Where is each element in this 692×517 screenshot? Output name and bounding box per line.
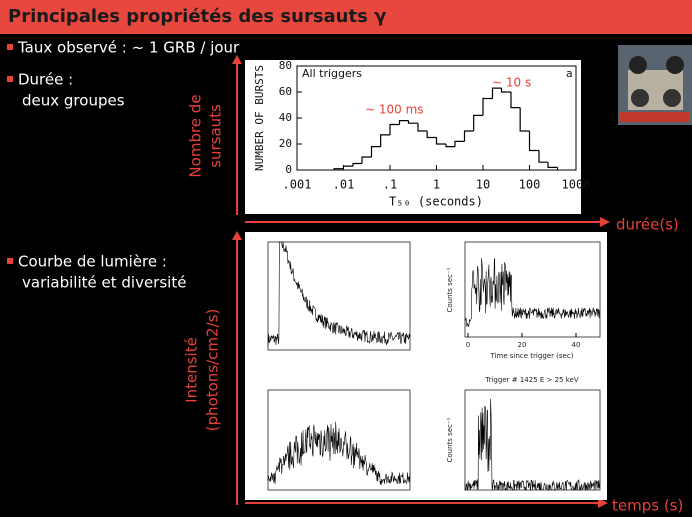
histogram-step [342, 165, 353, 169]
histogram-step [435, 137, 446, 145]
lc-frame [267, 241, 411, 351]
histogram-step [426, 131, 437, 139]
bullet-marker [7, 44, 13, 50]
lc-xlabel: Time since trigger (sec) [490, 352, 574, 360]
intensity-label: Intensité [183, 337, 201, 403]
duration-label: durée(s) [616, 216, 679, 234]
lc-curve [464, 398, 601, 492]
histogram-step [528, 131, 539, 152]
x-tick-label: 10 [476, 178, 490, 192]
count-label: Nombre de [187, 94, 205, 177]
x-tick-label: 1 [433, 178, 440, 192]
lc-frame [464, 241, 601, 338]
x-tick-label: .01 [333, 178, 355, 192]
y-axis-label: NUMBER OF BURSTS [253, 65, 266, 171]
lc-ylabel: Counts sec⁻¹ [446, 417, 454, 462]
bullet-text: Courbe de lumière : [18, 253, 167, 271]
count-label: sursauts [207, 104, 225, 168]
histogram-step [463, 130, 474, 142]
lc-tick-label: 0 [466, 341, 470, 349]
lc-ylabel: Counts sec⁻¹ [446, 267, 454, 312]
lc-tick-label: 40 [572, 341, 581, 349]
time-label: temps (s) [612, 497, 683, 515]
lightcurve-panel [245, 232, 607, 500]
y-tick-label: 60 [279, 85, 292, 98]
histogram-step [445, 144, 456, 148]
histogram-step [519, 107, 530, 132]
histogram-step [398, 120, 409, 125]
histogram-step [380, 134, 390, 147]
histogram-step [389, 123, 400, 135]
lc-frame [464, 389, 601, 491]
lc-curve [267, 421, 411, 486]
lc-frame [267, 389, 411, 491]
histogram-step [500, 88, 511, 93]
y-tick-label: 40 [279, 111, 292, 124]
histogram-step [510, 92, 521, 109]
bullets: Taux observé : ~ 1 GRB / jour Durée : deux… [7, 39, 240, 292]
histogram-step [417, 123, 428, 132]
bullet-text: variabilité et diversité [22, 274, 186, 292]
title: Principales propriétés des sursauts γ [8, 6, 386, 27]
y-tick-label: 80 [279, 59, 292, 72]
lc-curve [267, 241, 411, 346]
annotation: a [566, 67, 573, 80]
histogram-step [538, 150, 549, 163]
lc-curve [464, 257, 601, 327]
histogram-step [361, 156, 372, 164]
histogram-step [454, 140, 465, 147]
annotation: ~ 100 ms [365, 103, 424, 117]
x-axis-label: T₅₀ (seconds) [389, 195, 483, 209]
bullet-marker [7, 76, 13, 82]
satellite-image [618, 45, 692, 125]
histogram-step [491, 87, 502, 99]
histogram-step [482, 97, 493, 116]
histogram-step [352, 162, 363, 167]
x-tick-label: .001 [283, 178, 312, 192]
histogram-panel [245, 60, 581, 214]
arrows [232, 55, 610, 508]
bullet-text: Durée : [18, 71, 73, 89]
annotation: ~ 10 s [492, 76, 531, 90]
bullet-marker [7, 258, 13, 264]
histogram-step [333, 168, 344, 170]
y-tick-label: 20 [279, 137, 292, 150]
annotation: All triggers [302, 67, 362, 80]
x-tick-label: 1000 [562, 178, 591, 192]
histogram-step [547, 162, 558, 168]
lc-title: Trigger # 1425 E > 25 keV [484, 376, 578, 384]
intensity-label: (photons/cm2/s) [204, 309, 222, 432]
histogram-step [407, 120, 418, 124]
histogram: .001 .01 .1 1 10 100 1000 0 20 40 60 80 T₅₀ (seconds… [253, 59, 590, 209]
x-tick-label: 100 [519, 178, 541, 192]
histogram-step [473, 114, 483, 131]
lc-tick-label: 20 [518, 341, 527, 349]
histogram-step [370, 146, 381, 157]
light-curves: Trigger # 1425 E > 25 keV Time since trig… [267, 241, 601, 492]
y-tick-label: 0 [285, 163, 292, 176]
bullet-text: Taux observé : ~ 1 GRB / jour [17, 39, 240, 57]
x-tick-label: .1 [383, 178, 397, 192]
bullet-text: deux groupes [22, 92, 125, 110]
header-bar [0, 0, 692, 34]
